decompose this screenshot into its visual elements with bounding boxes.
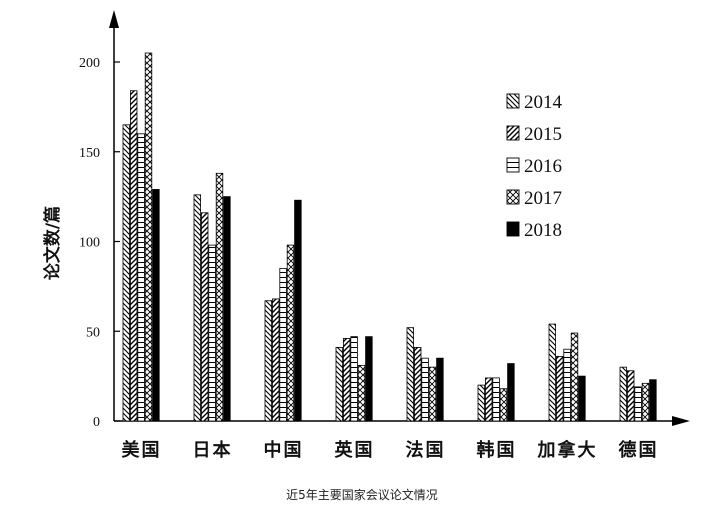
- bar: [641, 382, 650, 422]
- legend-label: 2017: [524, 188, 562, 209]
- category-label: 韩国: [477, 439, 517, 461]
- category-label: 德国: [619, 439, 659, 461]
- y-tick-label: 200: [79, 56, 100, 71]
- legend-label: 2015: [524, 124, 562, 145]
- legend-swatch: [506, 221, 520, 237]
- bar: [556, 355, 564, 422]
- bar: [563, 348, 571, 422]
- y-tick-label: 50: [86, 325, 100, 340]
- legend-swatch: [506, 157, 520, 173]
- bar: [499, 388, 508, 422]
- bar: [264, 300, 272, 422]
- bar: [129, 90, 138, 422]
- legend-swatch: [506, 125, 520, 141]
- figure-caption: 近5年主要国家会议论文情况: [286, 488, 438, 502]
- bar: [436, 357, 444, 422]
- bar: [492, 377, 500, 422]
- bar: [649, 379, 657, 422]
- category-labels: 美国 日本 中国 英国 法国 韩国 加拿大 德国: [122, 439, 659, 461]
- category-label: 美国: [122, 439, 162, 461]
- bar: [477, 384, 485, 422]
- legend-swatch: [506, 93, 520, 109]
- legend-swatch: [506, 189, 520, 205]
- bar: [200, 212, 209, 422]
- bar: [294, 199, 302, 422]
- bar: [215, 172, 224, 422]
- category-label: 中国: [264, 439, 304, 461]
- bar: [406, 327, 414, 422]
- bar: [413, 347, 422, 422]
- bar: [570, 332, 579, 422]
- bar: [507, 363, 515, 422]
- y-ticks: 0 50 100 150 200: [79, 56, 120, 430]
- y-axis-label: 论文数/篇: [42, 206, 63, 280]
- bar: [193, 194, 201, 422]
- y-tick-label: 100: [79, 236, 100, 251]
- category-label: 法国: [406, 439, 446, 461]
- bar: [279, 268, 287, 422]
- bar: [271, 298, 280, 422]
- bar: [137, 133, 145, 422]
- bar: [578, 375, 586, 422]
- y-tick-label: 150: [79, 146, 100, 161]
- bar: [428, 366, 437, 422]
- y-axis-arrow: [109, 10, 119, 28]
- bar: [223, 196, 231, 422]
- bar: [350, 336, 358, 422]
- bar: [619, 366, 627, 422]
- bar: [357, 364, 366, 422]
- bar: [335, 347, 343, 422]
- bar: [421, 357, 429, 422]
- bar: [484, 377, 493, 422]
- category-label: 日本: [193, 439, 233, 461]
- bar: [208, 244, 216, 422]
- bar: [122, 124, 130, 422]
- bar: [152, 189, 160, 422]
- legend-label: 2016: [524, 156, 562, 177]
- bar: [634, 386, 642, 422]
- legend: 2014 2015 2016 2017 2018: [506, 92, 563, 241]
- category-label: 加拿大: [537, 439, 598, 461]
- legend-label: 2014: [524, 92, 563, 113]
- category-label: 英国: [334, 439, 375, 461]
- bar: [342, 338, 351, 422]
- bar: [365, 336, 373, 422]
- y-tick-label: 0: [93, 415, 100, 430]
- bars: [122, 52, 657, 422]
- bar: [548, 323, 556, 422]
- bar: [286, 244, 295, 422]
- legend-label: 2018: [524, 220, 562, 241]
- x-axis-arrow: [672, 416, 690, 426]
- bar: [627, 370, 635, 422]
- bar: [144, 52, 153, 422]
